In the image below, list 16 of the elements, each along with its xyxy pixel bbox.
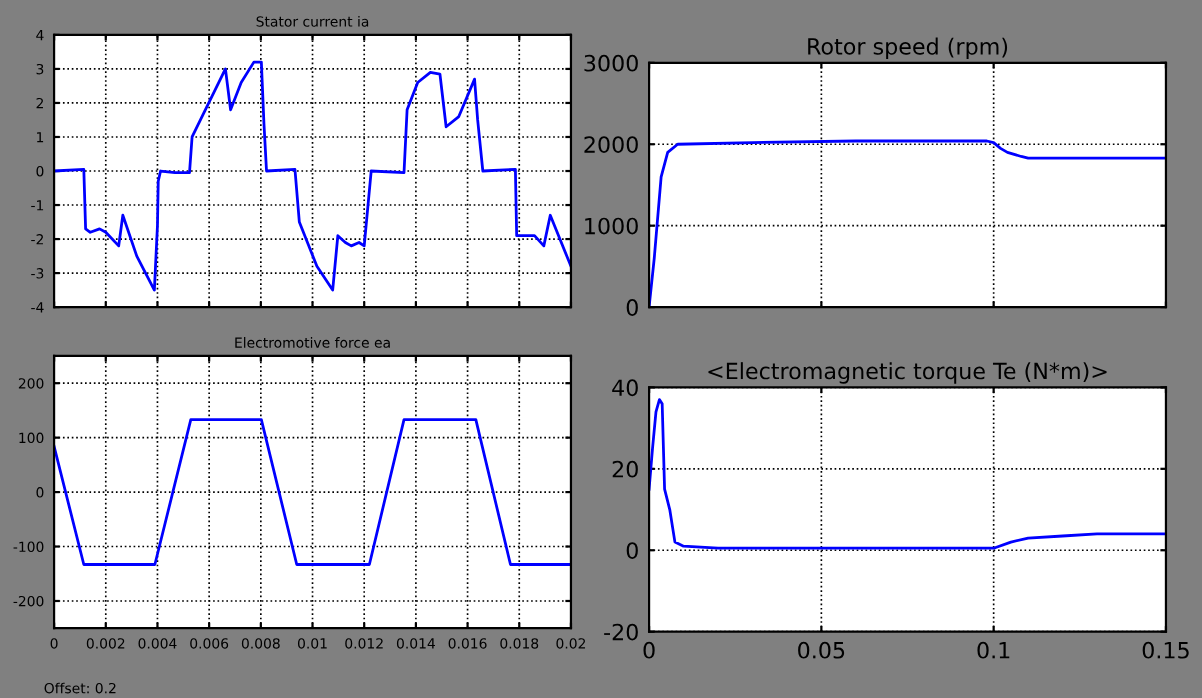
y-tick-label: 0 bbox=[626, 542, 638, 560]
chart-title: <Electromagnetic torque Te (N*m)> bbox=[708, 362, 1107, 384]
y-tick-label: 0 bbox=[626, 299, 638, 316]
x-tick-label: 0.1 bbox=[977, 641, 1010, 659]
y-tick-label: 20 bbox=[612, 460, 638, 478]
x-tick-label: 0.05 bbox=[798, 641, 845, 659]
x-tick-label: 0.15 bbox=[1142, 641, 1189, 659]
y-tick-label: 2000 bbox=[584, 136, 638, 154]
line-series bbox=[54, 60, 571, 292]
y-tick-label: -20 bbox=[604, 623, 638, 641]
chart-title: Rotor speed (rpm) bbox=[808, 37, 1008, 60]
y-tick-label: 1000 bbox=[585, 217, 638, 235]
x-tick-label: 0 bbox=[643, 641, 655, 659]
line-series bbox=[649, 398, 1166, 550]
y-tick-label: 40 bbox=[612, 379, 638, 397]
y-tick-label: 3000 bbox=[584, 54, 638, 72]
